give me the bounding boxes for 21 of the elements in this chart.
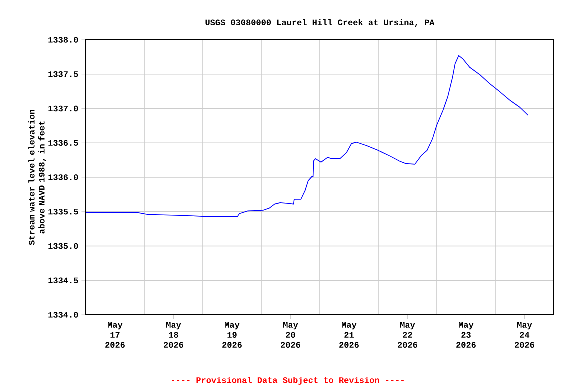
chart-title: USGS 03080000 Laurel Hill Creek at Ursina, PA xyxy=(206,19,435,28)
y-tick-label: 1338.0 xyxy=(48,37,78,43)
y-tick-label: 1335.0 xyxy=(48,243,78,250)
x-tick-label: May 23 2026 xyxy=(456,322,476,348)
x-tick-label: May 18 2026 xyxy=(164,322,184,348)
x-tick-label: May 21 2026 xyxy=(340,322,359,348)
y-tick-label: 1334.0 xyxy=(48,312,78,318)
y-tick-label: 1337.0 xyxy=(48,106,78,112)
x-tick-label: May 19 2026 xyxy=(222,322,242,348)
x-tick-label: May 17 2026 xyxy=(106,322,125,348)
y-tick-label: 1336.0 xyxy=(48,174,78,180)
y-tick-label: 1335.5 xyxy=(48,209,78,215)
line-series xyxy=(86,56,529,218)
x-tick-label: May 24 2026 xyxy=(515,322,534,348)
text: ---- Provisional Data Subject to Revision ---- xyxy=(172,377,404,386)
x-tick-label: May 22 2026 xyxy=(398,322,418,348)
y-tick-label: 1336.5 xyxy=(48,140,78,146)
x-tick-label: May 20 2026 xyxy=(281,322,300,348)
y-tick-label: 1337.5 xyxy=(48,72,78,78)
y-axis-title: Stream water level elevation above NAVD 1988, in feet xyxy=(28,110,46,246)
y-tick-label: 1334.5 xyxy=(48,278,78,284)
